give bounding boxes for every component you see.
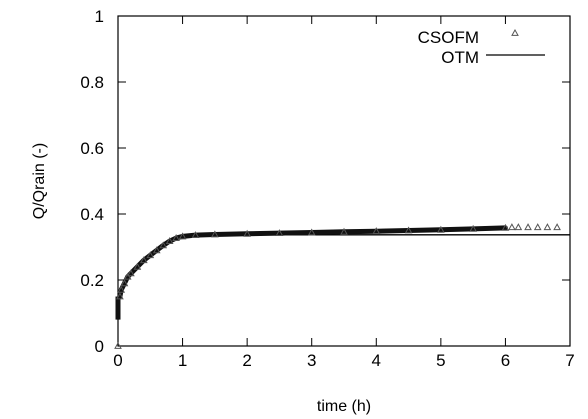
csofm-point: [340, 227, 348, 235]
csofm-point: [178, 232, 187, 240]
csofm-point: [114, 341, 122, 349]
csofm-point: [543, 223, 552, 231]
csofm-dense-band: [117, 225, 508, 299]
csofm-point: [275, 229, 284, 237]
x-tick-label: 7: [565, 351, 574, 370]
y-tick-label: 0.4: [80, 205, 104, 224]
x-tick-label: 4: [372, 351, 381, 370]
csofm-point: [133, 262, 142, 270]
csofm-point: [172, 234, 180, 241]
x-tick-label: 1: [178, 351, 187, 370]
x-tick-label: 5: [436, 351, 445, 370]
y-tick-label: 1: [95, 7, 104, 26]
csofm-point: [501, 223, 510, 231]
csofm-point: [117, 285, 126, 293]
csofm-point: [307, 228, 316, 236]
otm-series-line: [117, 234, 570, 320]
y-tick-label: 0.6: [80, 139, 104, 158]
csofm-point: [514, 223, 523, 231]
csofm-point: [191, 231, 200, 239]
csofm-point: [116, 292, 124, 300]
csofm-point: [243, 229, 251, 237]
x-tick-label: 0: [113, 351, 122, 370]
y-axis-label: Q/Qrain (-): [31, 143, 48, 219]
csofm-point: [553, 223, 561, 231]
legend-marker-csofm: [511, 28, 519, 36]
csofm-point: [533, 223, 542, 231]
csofm-point: [123, 272, 132, 280]
ticks: 0 1 2 3 4 5 6 7 0 0.2 0.4 0.6 0.8 1: [80, 7, 574, 370]
csofm-point: [469, 224, 477, 232]
x-axis-label: time (h): [317, 398, 371, 415]
csofm-point: [437, 225, 445, 233]
csofm-point: [159, 241, 168, 249]
csofm-point: [372, 227, 381, 235]
csofm-point: [146, 251, 155, 259]
csofm-point: [152, 246, 161, 254]
x-tick-label: 6: [501, 351, 510, 370]
x-tick-label: 2: [242, 351, 251, 370]
csofm-point: [404, 226, 413, 234]
y-tick-label: 0.8: [80, 73, 104, 92]
csofm-point: [120, 279, 129, 287]
y-tick-label: 0: [95, 337, 104, 356]
y-tick-label: 0.2: [80, 271, 104, 290]
csofm-point: [165, 237, 174, 244]
csofm-point: [524, 223, 532, 231]
x-tick-label: 3: [307, 351, 316, 370]
csofm-point: [211, 230, 219, 238]
legend-label-otm: OTM: [441, 48, 479, 67]
legend-label-csofm: CSOFM: [418, 28, 479, 47]
csofm-point: [127, 269, 135, 277]
marks: [114, 223, 570, 349]
csofm-point: [139, 256, 148, 264]
csofm-point: [508, 223, 516, 231]
plot-frame: [117, 15, 571, 347]
